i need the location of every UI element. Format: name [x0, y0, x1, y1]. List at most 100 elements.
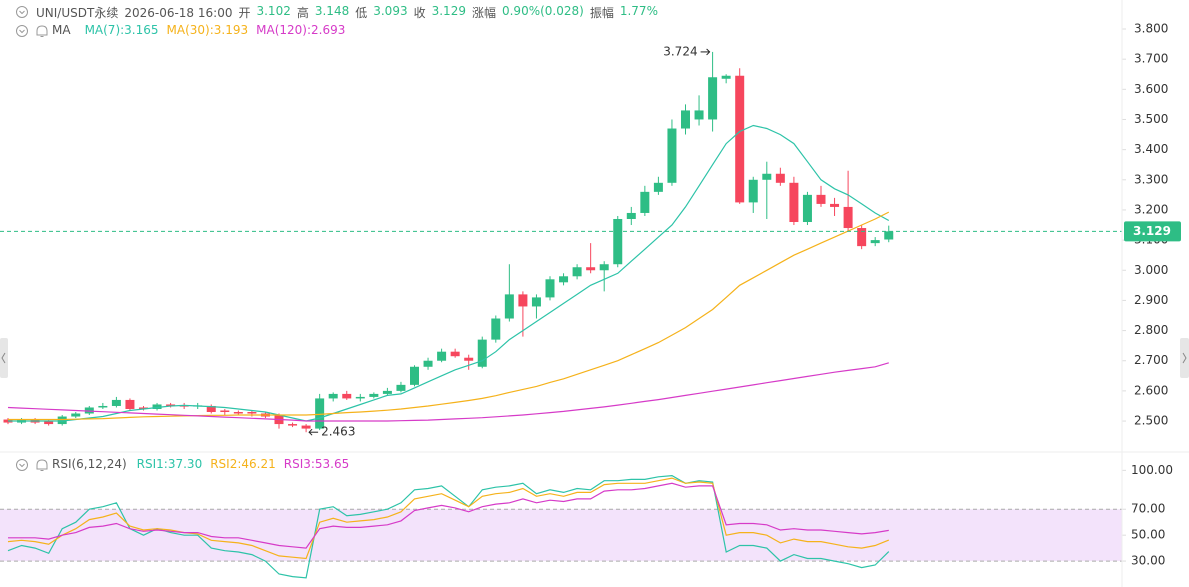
low-label: 2.463 [321, 425, 355, 439]
legend-entry: RSI3:53.65 [283, 457, 350, 471]
y-tick-label: 3.600 [1134, 82, 1168, 96]
field-value: 3.148 [314, 4, 350, 18]
candle-body [518, 294, 528, 307]
candle-body [491, 318, 501, 340]
candle-body [721, 75, 731, 79]
candle-body [775, 173, 785, 183]
candle-body [586, 267, 596, 271]
candle-body [504, 294, 514, 319]
indicator-line [7, 362, 889, 422]
candle-body [166, 404, 176, 406]
ohlc-header: UNI/USDT永续 2026-06-18 16:00 开 3.102 高 3.148… [36, 4, 658, 21]
ma-legend: MA MA(7):3.165 MA(30):3.193 MA(120):2.693 [52, 23, 345, 37]
y-tick-label: 3.400 [1134, 142, 1168, 156]
candle-body [572, 267, 582, 277]
high-label: 3.724 [663, 44, 697, 58]
y-tick-label: 3.000 [1134, 263, 1168, 277]
candle-body [640, 191, 650, 213]
field-label: 高 [296, 6, 309, 20]
y-tick-label: 2.700 [1134, 353, 1168, 367]
candle-body [762, 173, 772, 180]
field-label: 涨幅 [471, 6, 496, 20]
rsi-legend: RSI(6,12,24) RSI1:37.30 RSI2:46.21 RSI3:53… [52, 457, 349, 471]
y-tick-label: 2.600 [1134, 383, 1168, 397]
legend-entry: RSI2:46.21 [210, 457, 276, 471]
candle-body [355, 396, 365, 399]
candle-body [152, 404, 162, 409]
field-value: 3.093 [373, 4, 408, 18]
candle-body [84, 407, 94, 414]
y-tick-label: 3.200 [1134, 202, 1168, 216]
candle-body [748, 179, 758, 203]
ma-items: MA(7):3.165 MA(30):3.193 MA(120):2.693 [85, 23, 346, 37]
candle-body [369, 393, 379, 397]
y-tick-label: 3.700 [1134, 52, 1168, 66]
candle-body [870, 240, 880, 244]
candle-body [802, 194, 812, 223]
collapse-icon[interactable] [16, 25, 28, 37]
candle-body [220, 410, 230, 413]
alert-icon[interactable] [36, 459, 48, 471]
candle-body [98, 405, 108, 408]
candle-body [139, 407, 148, 409]
candle-body [437, 351, 447, 361]
field-label: 振幅 [589, 6, 614, 20]
candle-body [830, 203, 840, 207]
candle-body [71, 413, 81, 417]
y-tick-label: 2.800 [1134, 323, 1168, 337]
candle-body [477, 339, 487, 367]
legend-entry: MA(7):3.165 [84, 23, 159, 37]
candle-body [857, 228, 867, 247]
last-price-box [1124, 221, 1181, 242]
candle-body [410, 366, 419, 385]
indicator-line [8, 124, 890, 422]
alert-icon[interactable] [36, 25, 48, 37]
candle-body [450, 351, 460, 357]
side-handle[interactable] [1180, 338, 1189, 378]
legend-entry: RSI1:37.30 [136, 457, 203, 471]
last-price-label: 3.129 [1133, 224, 1171, 238]
indicator-line [8, 482, 889, 549]
y-tick-label: 2.900 [1134, 293, 1168, 307]
y-tick-label: 30.00 [1131, 554, 1165, 568]
candle-body [653, 182, 663, 192]
candle-body [111, 399, 121, 406]
field-label: 低 [355, 6, 368, 20]
candle-body [206, 405, 216, 413]
candle-body [708, 77, 718, 120]
field-label: 收 [413, 6, 426, 20]
candle-body [342, 393, 352, 399]
candle-body [57, 416, 67, 425]
candle-body [884, 231, 894, 240]
indicator-label: MA [52, 23, 71, 37]
indicator-line [7, 477, 890, 560]
candle-body [382, 390, 392, 394]
side-handle[interactable] [0, 338, 8, 378]
arrow-head [308, 428, 313, 436]
candle-body [328, 393, 338, 399]
candle-body [843, 206, 853, 229]
arrow-head [706, 48, 711, 56]
field-value: 3.129 [431, 4, 466, 18]
symbol: UNI/USDT永续 [36, 6, 119, 20]
candle-body [301, 425, 311, 429]
y-tick-label: 50.00 [1131, 528, 1165, 542]
indicator-line [8, 211, 890, 421]
candle-body [667, 128, 677, 183]
candle-body [694, 110, 704, 120]
rsi-items: RSI1:37.30 RSI2:46.21 RSI3:53.65 [137, 457, 350, 471]
candle-body [816, 194, 826, 204]
y-tick-label: 70.00 [1131, 502, 1165, 516]
collapse-icon[interactable] [16, 6, 28, 18]
candle-body [599, 264, 609, 271]
legend-entry: MA(120):2.693 [256, 23, 346, 37]
y-tick-label: 3.800 [1134, 21, 1168, 35]
y-tick-label: 3.300 [1134, 172, 1168, 186]
candle-body [396, 384, 406, 391]
indicator-label: RSI(6,12,24) [52, 457, 127, 471]
legend-entry: MA(30):3.193 [166, 23, 249, 37]
field-value: 0.90%(0.028) [501, 4, 584, 18]
rsi-band [0, 509, 1122, 562]
collapse-icon[interactable] [16, 459, 28, 471]
